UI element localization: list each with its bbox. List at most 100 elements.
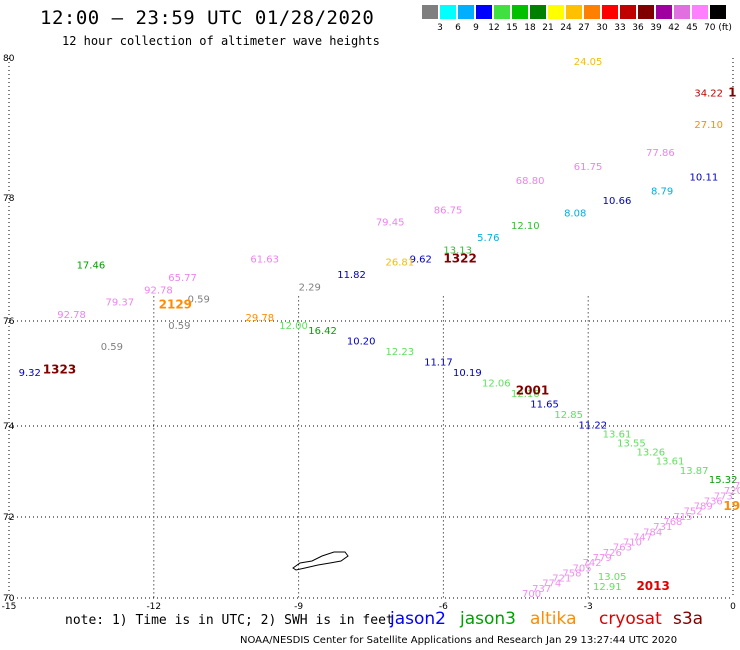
color-scale-label: 30 bbox=[596, 23, 608, 33]
color-scale-label: 24 bbox=[560, 23, 572, 33]
dense-track-reading: 726 bbox=[603, 548, 622, 559]
page-subtitle: 12 hour collection of altimeter wave hei… bbox=[62, 34, 380, 48]
color-swatch bbox=[476, 5, 492, 19]
wave-height-reading: 10.19 bbox=[453, 368, 482, 379]
dense-track-reading: 789 bbox=[694, 502, 713, 513]
pass-time-label: 2129 bbox=[159, 298, 192, 312]
dense-track-reading: 773 bbox=[714, 491, 733, 502]
dense-track-reading: 784 bbox=[643, 527, 662, 538]
wave-height-reading: 61.63 bbox=[250, 255, 279, 266]
dense-track-reading: 710 bbox=[623, 538, 642, 549]
wave-height-reading: 13.87 bbox=[680, 466, 709, 477]
wave-height-reading: 11.65 bbox=[530, 400, 559, 411]
color-scale-label: 12 bbox=[488, 23, 500, 33]
color-swatch bbox=[602, 5, 618, 19]
wave-height-reading: 61.75 bbox=[574, 162, 603, 173]
wave-height-reading: 9.32 bbox=[19, 368, 41, 379]
y-tick-label: 80 bbox=[3, 54, 15, 64]
color-scale-label: 42 bbox=[668, 23, 680, 33]
map-frame bbox=[8, 58, 734, 599]
wave-height-reading: 79.37 bbox=[106, 298, 135, 309]
wave-height-reading: 11.17 bbox=[424, 358, 453, 369]
color-scale-label: 21 bbox=[542, 23, 554, 33]
wave-height-reading: 92.78 bbox=[57, 310, 86, 321]
dense-track-reading: 731 bbox=[653, 522, 672, 533]
legend-s3a: s3a bbox=[673, 609, 704, 629]
credit-line: NOAA/NESDIS Center for Satellite Applica… bbox=[240, 635, 678, 646]
wave-height-reading: 9.62 bbox=[410, 255, 432, 266]
y-tick-label: 72 bbox=[3, 513, 14, 523]
x-tick-label: -12 bbox=[146, 602, 161, 612]
dense-track-reading: 774 bbox=[542, 579, 561, 590]
wave-height-reading: 0.59 bbox=[168, 321, 190, 332]
grid-lines bbox=[9, 296, 733, 598]
x-tick-label: 0 bbox=[730, 602, 736, 612]
wave-height-reading: 29.78 bbox=[246, 313, 275, 324]
wave-height-reading: 10.11 bbox=[690, 173, 719, 184]
wave-height-reading: 65.77 bbox=[168, 273, 197, 284]
wave-height-reading: 12.16 bbox=[511, 389, 540, 400]
island-coastline bbox=[292, 551, 349, 571]
color-scale-label: 3 bbox=[437, 23, 443, 33]
wave-height-reading: 5.76 bbox=[477, 233, 499, 244]
dense-track-reading: 747 bbox=[633, 532, 652, 543]
wave-height-reading: 34.22 bbox=[694, 89, 723, 100]
color-scale-label: 15 bbox=[506, 23, 518, 33]
x-tick-label: -9 bbox=[294, 602, 303, 612]
pass-time-label: 2013 bbox=[636, 579, 669, 593]
wave-height-reading: 13.13 bbox=[443, 245, 472, 256]
dense-track-reading: 742 bbox=[583, 558, 602, 569]
color-swatch bbox=[530, 5, 546, 19]
page-title: 12:00 – 23:59 UTC 01/28/2020 bbox=[40, 7, 375, 29]
wave-height-reading: 92.78 bbox=[144, 285, 173, 296]
color-scale-label: 18 bbox=[524, 23, 536, 33]
wave-height-reading: 77.86 bbox=[646, 148, 675, 159]
color-swatch bbox=[674, 5, 690, 19]
y-tick-label: 70 bbox=[3, 594, 15, 604]
color-swatch bbox=[548, 5, 564, 19]
axis-ticks: -15 -12 -9 -6 -3 0 70 72 74 76 78 80 bbox=[2, 54, 736, 612]
pass-time-label: 1323 bbox=[43, 363, 76, 377]
legend-cryosat: cryosat bbox=[599, 609, 662, 629]
color-swatch bbox=[512, 5, 528, 19]
pass-labels: 1323 2129 1322 2001 2013 19 1 bbox=[43, 86, 740, 593]
color-swatch bbox=[638, 5, 654, 19]
dense-track-reading: 736 bbox=[704, 496, 723, 507]
wave-height-reading: 10.20 bbox=[347, 337, 376, 348]
wave-height-reading: 27.10 bbox=[694, 120, 723, 131]
wave-height-reading: 17.46 bbox=[77, 261, 106, 272]
wave-height-reading: 12.10 bbox=[511, 221, 540, 232]
legend-altika: altika bbox=[530, 609, 577, 629]
dense-track-reading: 705 bbox=[572, 563, 591, 574]
color-scale-label: 33 bbox=[614, 23, 626, 33]
color-swatch bbox=[566, 5, 582, 19]
wave-height-reading: 12.85 bbox=[554, 410, 583, 421]
x-tick-label: -15 bbox=[2, 602, 17, 612]
wave-height-reading: 13.26 bbox=[636, 448, 665, 459]
pass-time-label: 1322 bbox=[443, 252, 476, 266]
color-swatch bbox=[422, 5, 438, 19]
color-scale-label: 6 bbox=[455, 23, 461, 33]
legend-jason2: jason2 bbox=[390, 609, 446, 629]
y-tick-label: 78 bbox=[3, 194, 15, 204]
wave-height-reading: 12.23 bbox=[385, 347, 414, 358]
wave-height-reading: 0.59 bbox=[188, 295, 210, 306]
footnote: note: 1) Time is in UTC; 2) SWH is in fe… bbox=[65, 613, 394, 628]
color-scale-label: 36 bbox=[632, 23, 644, 33]
wave-height-reading: 0.59 bbox=[101, 342, 123, 353]
dense-track-reading: 715 bbox=[673, 512, 692, 523]
wave-height-reading: 13.61 bbox=[656, 457, 685, 468]
color-scale-label: 39 bbox=[650, 23, 662, 33]
color-swatch bbox=[692, 5, 708, 19]
color-swatch bbox=[458, 5, 474, 19]
wave-height-reading: 12.06 bbox=[482, 379, 511, 390]
color-scale-label: 9 bbox=[473, 23, 479, 33]
x-tick-label: -3 bbox=[584, 602, 593, 612]
color-swatch bbox=[656, 5, 672, 19]
dense-readings-track: 7007377747217587057427797267637107477847… bbox=[522, 481, 740, 600]
wave-height-reading: 8.08 bbox=[564, 208, 586, 219]
dense-track-reading: 779 bbox=[593, 553, 612, 564]
dense-track-reading: 752 bbox=[684, 507, 703, 518]
pass-time-label: 1 bbox=[728, 86, 736, 100]
